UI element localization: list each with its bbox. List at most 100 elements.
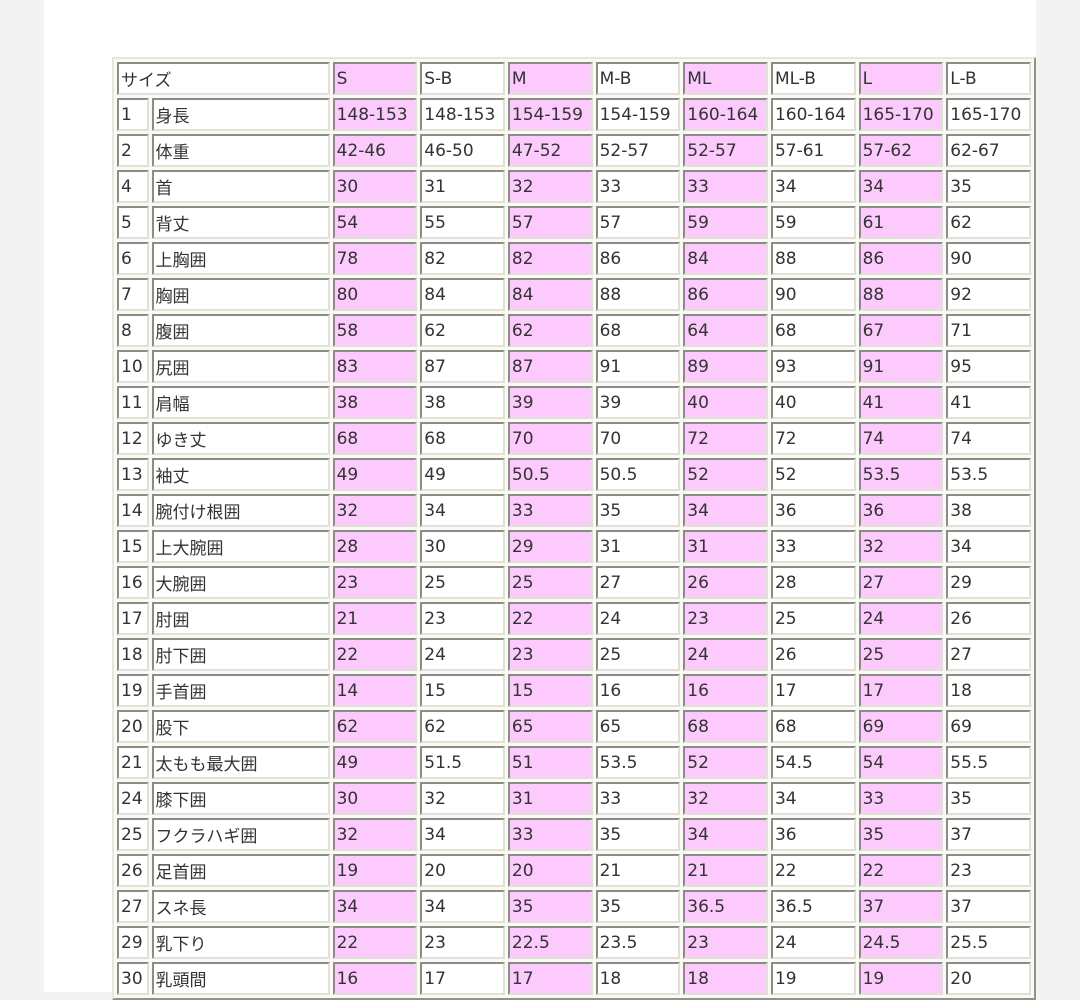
row-number: 29 bbox=[117, 926, 149, 959]
measurement-value: 34 bbox=[770, 170, 856, 203]
measurement-value: 34 bbox=[683, 494, 768, 527]
measurement-value: 54.5 bbox=[770, 746, 856, 779]
measurement-value: 16 bbox=[332, 962, 418, 995]
row-number: 1 bbox=[117, 98, 149, 131]
measurement-value: 91 bbox=[595, 350, 681, 383]
measurement-name: 腕付け根囲 bbox=[151, 494, 330, 527]
measurement-value: 30 bbox=[332, 170, 418, 203]
measurement-value: 28 bbox=[770, 566, 856, 599]
measurement-value: 38 bbox=[332, 386, 418, 419]
measurement-value: 24 bbox=[858, 602, 944, 635]
measurement-value: 23 bbox=[683, 926, 768, 959]
table-row: 10 尻囲 83 87 87 91 89 93 91 95 bbox=[117, 350, 1031, 383]
measurement-value: 34 bbox=[420, 818, 505, 851]
row-number: 2 bbox=[117, 134, 149, 167]
measurement-value: 165-170 bbox=[858, 98, 944, 131]
header-label: サイズ bbox=[117, 62, 330, 95]
measurement-value: 23 bbox=[420, 602, 505, 635]
measurement-value: 17 bbox=[858, 674, 944, 707]
row-number: 12 bbox=[117, 422, 149, 455]
table-row: 24 膝下囲 30 32 31 33 32 34 33 35 bbox=[117, 782, 1031, 815]
measurement-value: 52-57 bbox=[595, 134, 681, 167]
row-number: 19 bbox=[117, 674, 149, 707]
table-row: 25 フクラハギ囲 32 34 33 35 34 36 35 37 bbox=[117, 818, 1031, 851]
row-number: 16 bbox=[117, 566, 149, 599]
table-row: 17 肘囲 21 23 22 24 23 25 24 26 bbox=[117, 602, 1031, 635]
row-number: 5 bbox=[117, 206, 149, 239]
measurement-value: 49 bbox=[332, 458, 418, 491]
measurement-value: 32 bbox=[332, 494, 418, 527]
measurement-name: 尻囲 bbox=[151, 350, 330, 383]
measurement-value: 16 bbox=[683, 674, 768, 707]
measurement-value: 25 bbox=[770, 602, 856, 635]
measurement-value: 90 bbox=[770, 278, 856, 311]
measurement-value: 17 bbox=[420, 962, 505, 995]
measurement-value: 26 bbox=[683, 566, 768, 599]
measurement-value: 40 bbox=[683, 386, 768, 419]
measurement-value: 68 bbox=[770, 314, 856, 347]
measurement-value: 38 bbox=[420, 386, 505, 419]
measurement-value: 17 bbox=[770, 674, 856, 707]
measurement-value: 36 bbox=[770, 494, 856, 527]
measurement-value: 22 bbox=[332, 638, 418, 671]
measurement-value: 90 bbox=[946, 242, 1031, 275]
measurement-value: 52-57 bbox=[683, 134, 768, 167]
measurement-name: 太もも最大囲 bbox=[151, 746, 330, 779]
table-row: 16 大腕囲 23 25 25 27 26 28 27 29 bbox=[117, 566, 1031, 599]
measurement-name: 首 bbox=[151, 170, 330, 203]
measurement-value: 78 bbox=[332, 242, 418, 275]
row-number: 15 bbox=[117, 530, 149, 563]
measurement-value: 23 bbox=[946, 854, 1031, 887]
measurement-value: 22 bbox=[858, 854, 944, 887]
measurement-value: 68 bbox=[683, 710, 768, 743]
measurement-value: 24 bbox=[683, 638, 768, 671]
measurement-name: 大腕囲 bbox=[151, 566, 330, 599]
measurement-value: 37 bbox=[946, 818, 1031, 851]
measurement-value: 62 bbox=[332, 710, 418, 743]
measurement-value: 33 bbox=[595, 782, 681, 815]
measurement-value: 33 bbox=[507, 818, 593, 851]
measurement-value: 51 bbox=[507, 746, 593, 779]
measurement-value: 35 bbox=[507, 890, 593, 923]
measurement-value: 22.5 bbox=[507, 926, 593, 959]
measurement-value: 50.5 bbox=[507, 458, 593, 491]
row-number: 13 bbox=[117, 458, 149, 491]
table-row: 1 身長 148-153 148-153 154-159 154-159 160-164 16… bbox=[117, 98, 1031, 131]
measurement-value: 53.5 bbox=[858, 458, 944, 491]
measurement-value: 36.5 bbox=[770, 890, 856, 923]
measurement-value: 35 bbox=[946, 782, 1031, 815]
measurement-value: 62 bbox=[420, 314, 505, 347]
size-header-l: L bbox=[858, 62, 944, 95]
measurement-value: 74 bbox=[946, 422, 1031, 455]
measurement-value: 62 bbox=[507, 314, 593, 347]
measurement-value: 30 bbox=[420, 530, 505, 563]
row-number: 7 bbox=[117, 278, 149, 311]
measurement-value: 52 bbox=[683, 746, 768, 779]
measurement-value: 35 bbox=[946, 170, 1031, 203]
measurement-value: 23 bbox=[507, 638, 593, 671]
measurement-value: 62 bbox=[420, 710, 505, 743]
measurement-name: 上大腕囲 bbox=[151, 530, 330, 563]
measurement-value: 47-52 bbox=[507, 134, 593, 167]
measurement-value: 23 bbox=[420, 926, 505, 959]
measurement-value: 54 bbox=[858, 746, 944, 779]
measurement-value: 34 bbox=[332, 890, 418, 923]
measurement-value: 30 bbox=[332, 782, 418, 815]
measurement-value: 88 bbox=[595, 278, 681, 311]
measurement-value: 57 bbox=[507, 206, 593, 239]
measurement-value: 93 bbox=[770, 350, 856, 383]
measurement-value: 35 bbox=[595, 890, 681, 923]
measurement-value: 27 bbox=[946, 638, 1031, 671]
measurement-value: 52 bbox=[770, 458, 856, 491]
measurement-value: 46-50 bbox=[420, 134, 505, 167]
size-header-ml-b: ML-B bbox=[770, 62, 856, 95]
measurement-value: 86 bbox=[595, 242, 681, 275]
measurement-value: 95 bbox=[946, 350, 1031, 383]
measurement-value: 26 bbox=[946, 602, 1031, 635]
measurement-name: スネ長 bbox=[151, 890, 330, 923]
table-row: 19 手首囲 14 15 15 16 16 17 17 18 bbox=[117, 674, 1031, 707]
measurement-name: 股下 bbox=[151, 710, 330, 743]
row-number: 4 bbox=[117, 170, 149, 203]
measurement-value: 34 bbox=[946, 530, 1031, 563]
table-row: 7 胸囲 80 84 84 88 86 90 88 92 bbox=[117, 278, 1031, 311]
